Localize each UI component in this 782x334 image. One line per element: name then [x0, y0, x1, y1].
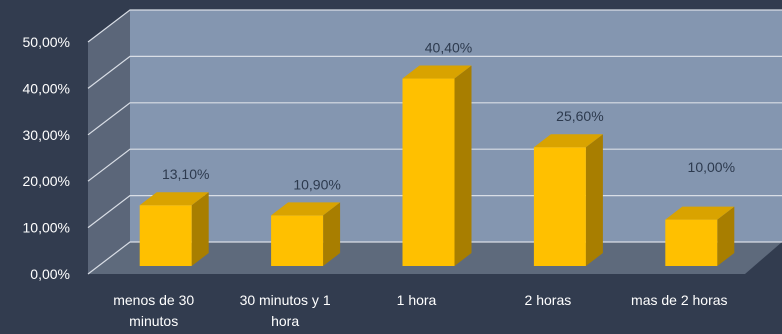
data-label: 40,40% — [425, 40, 472, 56]
x-category-label: 30 minutos y 1 — [240, 292, 331, 308]
gridline — [87, 9, 782, 43]
x-category-label: minutos — [129, 313, 178, 329]
data-labels: 13,10% 10,90% 40,40% 25,60% 10,00% — [162, 40, 735, 193]
bar-side — [191, 192, 209, 266]
bar-top — [139, 192, 209, 206]
bar — [271, 202, 341, 266]
bar-front — [139, 205, 192, 266]
y-tick-label: 20,00% — [23, 173, 70, 189]
bar-front — [271, 215, 324, 266]
bar-side — [323, 202, 341, 266]
x-category-label: mas de 2 horas — [631, 292, 728, 308]
bar-side — [717, 206, 735, 266]
data-label: 25,60% — [556, 108, 603, 124]
bar-top — [665, 206, 735, 220]
x-category-label: 1 hora — [397, 292, 437, 308]
bar-side — [454, 65, 472, 266]
bar-top — [533, 134, 603, 148]
y-tick-label: 50,00% — [23, 34, 70, 50]
y-tick-label: 0,00% — [30, 266, 70, 282]
bar-top — [402, 65, 472, 79]
bar-front — [533, 147, 586, 266]
bar-front — [402, 78, 455, 266]
gridline — [87, 102, 782, 136]
y-axis-ticks: 0,00% 10,00% 20,00% 30,00% 40,00% 50,00% — [23, 34, 70, 282]
data-label: 13,10% — [162, 166, 209, 182]
y-tick-label: 30,00% — [23, 127, 70, 143]
bar — [533, 134, 603, 266]
chart-side-wall — [88, 10, 130, 274]
y-tick-label: 10,00% — [23, 220, 70, 236]
bar — [139, 192, 209, 266]
bar-front — [665, 219, 718, 266]
bars — [139, 65, 735, 266]
data-label: 10,00% — [688, 159, 735, 175]
x-category-label: hora — [271, 313, 299, 329]
x-category-label: 2 horas — [525, 292, 572, 308]
data-label: 10,90% — [293, 176, 340, 192]
bar — [665, 206, 735, 266]
x-category-label: menos de 30 — [113, 292, 194, 308]
bar-side — [585, 134, 603, 266]
y-tick-label: 40,00% — [23, 80, 70, 96]
x-axis-categories: menos de 30 minutos 30 minutos y 1 hora 1 ho… — [113, 292, 727, 329]
bar — [402, 65, 472, 266]
bar-top — [271, 202, 341, 216]
gridline — [87, 55, 782, 89]
